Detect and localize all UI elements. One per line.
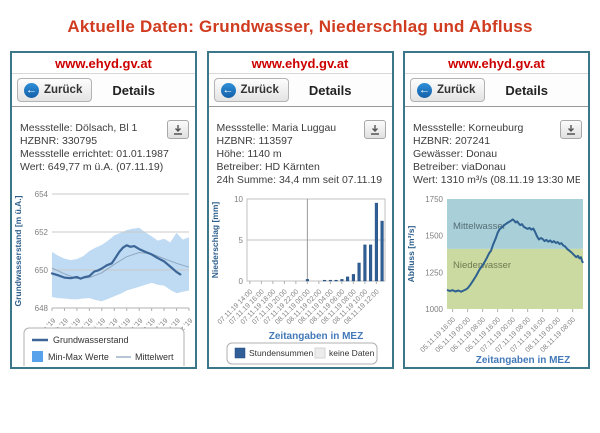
tab-details[interactable]: Details (308, 82, 352, 98)
svg-text:1750: 1750 (425, 195, 443, 204)
back-arrow-icon: ← (417, 82, 432, 98)
download-icon (370, 124, 379, 135)
zone-label: Mittelwasser (453, 221, 506, 232)
svg-text:650: 650 (35, 266, 49, 275)
panel-grundwasser: www.ehyd.gv.at ← Zurück Details Messstel… (10, 51, 197, 369)
download-button[interactable] (363, 120, 386, 139)
x-axis-title: Zeitangaben in MEZ (268, 331, 362, 342)
svg-text:Mittelwert: Mittelwert (135, 352, 174, 362)
station-info: Messstelle: Korneuburg HZBNR: 207241 Gew… (405, 107, 588, 191)
svg-text:1250: 1250 (425, 268, 443, 277)
download-icon (174, 124, 182, 135)
info-gewaesser: Gewässer: Donau (413, 148, 498, 160)
info-24h-summe: 24h Summe: 34,4 mm seit 07.11.19 13: (216, 174, 384, 186)
page-title: Aktuelle Daten: Grundwasser, Niederschla… (67, 17, 533, 36)
info-hzbnr: HZBNR: 330795 (20, 135, 98, 147)
info-betreiber: Betreiber: viaDonau (413, 161, 506, 173)
y-axis-title: Niederschlag [mm] (210, 202, 220, 279)
tab-details[interactable]: Details (505, 82, 548, 98)
toolbar: ← Zurück Details (405, 74, 588, 107)
download-button[interactable] (167, 120, 189, 139)
legend: Grundwasserstand Min-Max Werte Mittelwert (23, 327, 185, 367)
station-info: Messstelle: Maria Luggau HZBNR: 113597 H… (209, 107, 392, 191)
abfluss-chart-svg: 1000125015001750MittelwasserNiederwasser… (406, 195, 584, 366)
info-hzbnr: HZBNR: 207241 (413, 135, 491, 147)
hourly-bars (305, 202, 384, 282)
svg-text:648: 648 (35, 304, 49, 313)
y-axis-title: Grundwasserstand [m ü.A.] (13, 195, 23, 306)
svg-text:Stundensummen: Stundensummen (249, 348, 314, 358)
svg-text:654: 654 (35, 190, 49, 199)
tab-details[interactable]: Details (112, 82, 155, 98)
back-arrow-icon: ← (24, 82, 39, 98)
back-button[interactable]: ← Zurück (17, 78, 93, 102)
download-icon (567, 124, 575, 135)
chart-abfluss: 1000 1250 1500 1750 Mittelwasser Niederwasser… (405, 191, 588, 367)
info-hoehe: Höhe: 1140 m (216, 148, 282, 160)
site-url: www.ehyd.gv.at (12, 53, 195, 74)
toolbar: ← Zurück Details (12, 74, 195, 107)
site-url: www.ehyd.gv.at (405, 53, 588, 74)
site-url: www.ehyd.gv.at (208, 53, 392, 74)
toolbar: ← Zurück Details (208, 74, 392, 107)
grundwasser-chart-svg: 648650652654Jan '19Feb '19Mär '19Apr '19… (13, 190, 194, 367)
info-messstelle: Messstelle: Korneuburg (413, 122, 524, 134)
info-betreiber: Betreiber: HD Kärnten (216, 161, 320, 173)
download-button[interactable] (560, 120, 582, 139)
svg-text:10: 10 (234, 195, 243, 204)
panel-niederschlag: www.ehyd.gv.at ← Zurück Details Messstel… (206, 51, 394, 369)
info-messstelle: Messstelle: Maria Luggau (216, 122, 337, 134)
chart-grundwasser: 648650652654Jan '19Feb '19Mär '19Apr '19… (12, 178, 195, 367)
abfluss-line (446, 218, 584, 293)
svg-text:652: 652 (35, 228, 49, 237)
y-axis-title: Abfluss [m³/s] (406, 225, 416, 282)
svg-text:5: 5 (238, 236, 243, 245)
panel-abfluss: www.ehyd.gv.at ← Zurück Details Messstel… (403, 51, 590, 369)
info-messstelle: Messstelle: Dölsach, Bl 1 (20, 122, 138, 134)
station-info: Messstelle: Dölsach, Bl 1 HZBNR: 330795 … (12, 107, 195, 178)
svg-text:1500: 1500 (425, 232, 443, 241)
back-button-label: Zurück (437, 84, 476, 96)
info-hzbnr: HZBNR: 113597 (216, 135, 293, 147)
svg-text:0: 0 (238, 277, 243, 286)
back-button[interactable]: ← Zurück (213, 78, 289, 102)
svg-text:keine Daten: keine Daten (329, 348, 375, 358)
svg-text:1000: 1000 (425, 305, 443, 314)
svg-text:Grundwasserstand: Grundwasserstand (53, 335, 129, 345)
grundwasserstand-line (50, 244, 182, 280)
zone-niederwasser (447, 248, 583, 309)
panels-row: www.ehyd.gv.at ← Zurück Details Messstel… (0, 51, 600, 369)
legend: Stundensummen keine Daten (226, 342, 377, 365)
info-wert: Wert: 649,77 m ü.A. (07.11.19) (20, 161, 164, 173)
back-button[interactable]: ← Zurück (410, 78, 486, 102)
x-axis-title: Zeitangaben in MEZ (476, 355, 570, 366)
info-wert: Wert: 1310 m³/s (08.11.19 13:30 MEZ) (413, 174, 580, 186)
back-arrow-icon: ← (220, 82, 236, 98)
back-button-label: Zurück (44, 84, 83, 96)
min-max-band (52, 227, 189, 302)
chart-niederschlag: 0 5 10 07.11.19 14:00 07.11.19 16:00 07.11.19… (209, 191, 392, 367)
info-errichtet: Messstelle errichtet: 01.01.1987 (20, 148, 169, 160)
zone-mittelwasser (447, 199, 583, 249)
svg-text:Min-Max Werte: Min-Max Werte (48, 352, 109, 362)
back-button-label: Zurück (240, 84, 279, 96)
